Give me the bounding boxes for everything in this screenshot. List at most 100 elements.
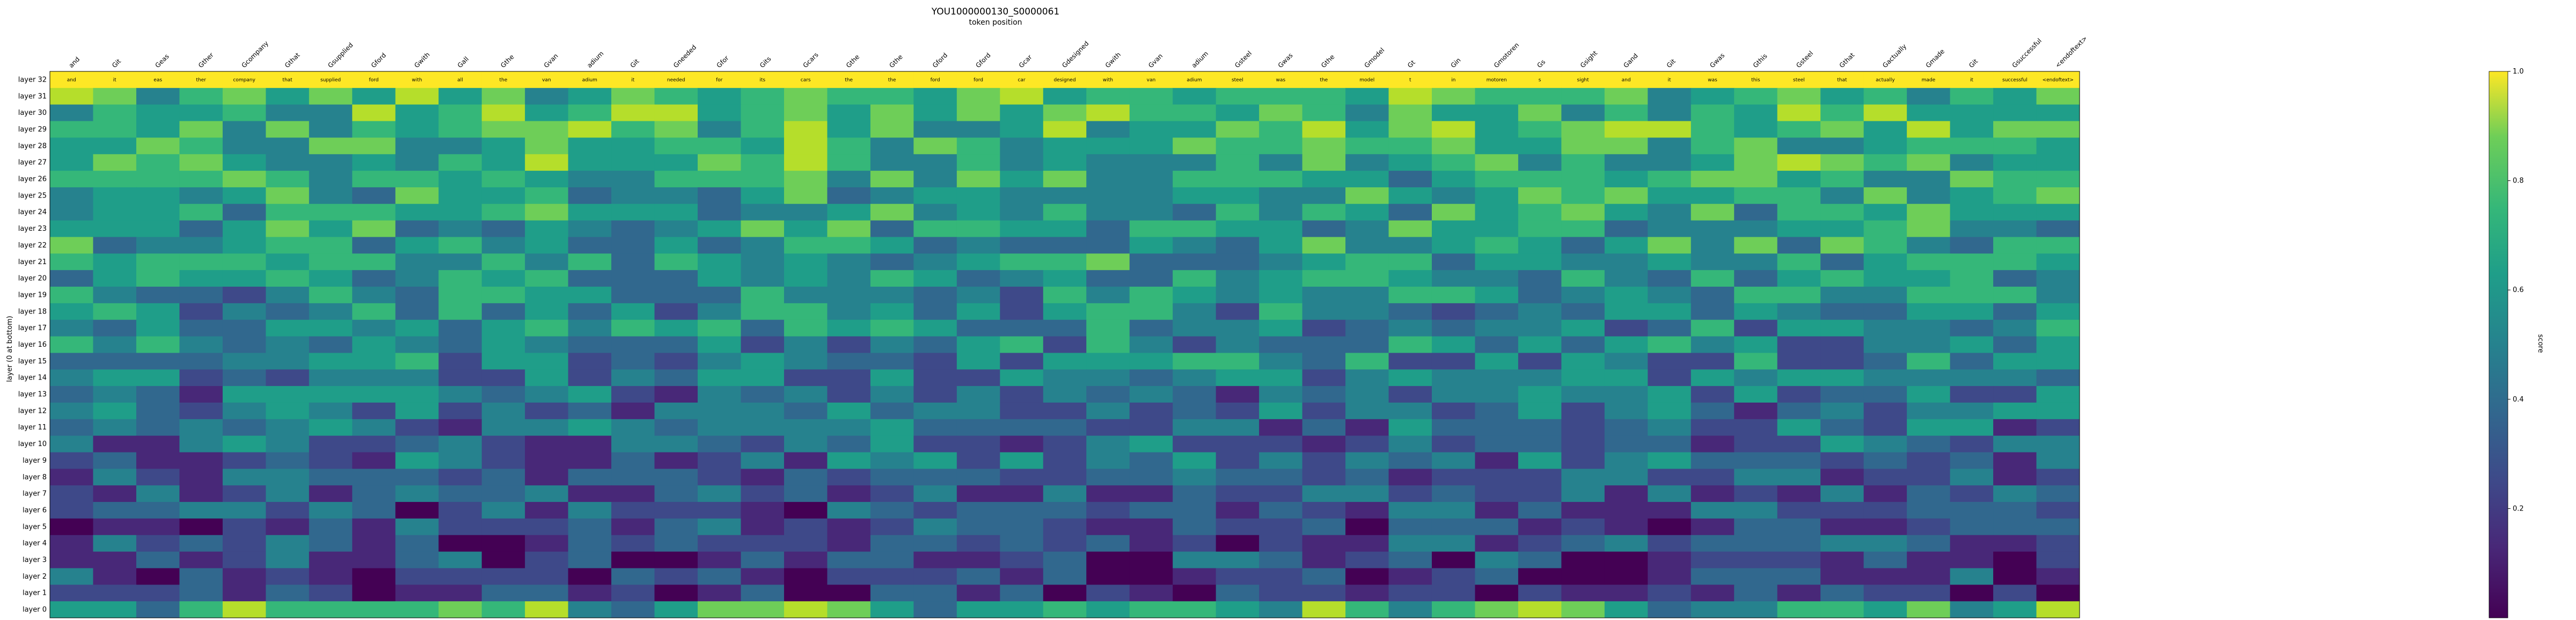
heatmap-cell xyxy=(525,287,569,304)
heatmap-cell xyxy=(266,203,310,221)
heatmap-cell xyxy=(1907,237,1951,254)
heatmap-cell xyxy=(50,452,93,469)
heatmap-cell xyxy=(1259,71,1303,89)
heatmap-cell xyxy=(1993,203,2037,221)
heatmap-cell xyxy=(741,435,785,453)
heatmap-cell xyxy=(1734,203,1778,221)
y-tick-label: layer 26 xyxy=(18,176,47,184)
heatmap-cell xyxy=(438,187,482,205)
heatmap-cell xyxy=(309,303,353,320)
heatmap-cell xyxy=(1604,104,1648,122)
heatmap-cell xyxy=(784,154,828,171)
heatmap-cell xyxy=(1648,171,1692,188)
heatmap-cell xyxy=(741,71,785,89)
heatmap-cell xyxy=(1561,402,1605,420)
heatmap-cell xyxy=(1690,601,1735,618)
heatmap-cell xyxy=(1734,435,1778,453)
heatmap-cell xyxy=(50,287,93,304)
heatmap-cell xyxy=(654,270,698,287)
heatmap-cell xyxy=(309,518,353,536)
cell-label: the xyxy=(888,77,896,83)
heatmap-cell xyxy=(481,203,525,221)
heatmap-cell xyxy=(93,386,137,403)
heatmap-cell xyxy=(352,353,396,370)
heatmap-cell xyxy=(1863,137,1907,155)
heatmap-cell xyxy=(1777,402,1821,420)
heatmap-cell xyxy=(1259,402,1303,420)
y-tick-label: layer 23 xyxy=(18,225,47,233)
chart-title: YOU1000000130_S0000061 xyxy=(931,6,1059,17)
cell-label: company xyxy=(233,77,255,83)
heatmap-cell xyxy=(1777,237,1821,254)
cell-label: steel xyxy=(1232,77,1243,83)
heatmap-cell xyxy=(1216,502,1260,519)
heatmap-cell xyxy=(1604,253,1648,271)
heatmap-cell xyxy=(1950,71,1994,89)
heatmap-cell xyxy=(827,154,871,171)
heatmap-cell xyxy=(1690,386,1735,403)
heatmap-cell xyxy=(1993,535,2037,552)
heatmap-cell xyxy=(1690,154,1735,171)
heatmap-cell xyxy=(1388,568,1432,585)
heatmap-cell xyxy=(611,336,655,353)
heatmap-cell xyxy=(1173,220,1217,237)
heatmap-cell xyxy=(1129,237,1173,254)
heatmap-cell xyxy=(1173,568,1217,585)
heatmap-cell xyxy=(1129,203,1173,221)
heatmap-cell xyxy=(1518,303,1562,320)
heatmap-cell xyxy=(1431,171,1475,188)
heatmap-cell xyxy=(1216,386,1260,403)
heatmap-cell xyxy=(1604,601,1648,618)
heatmap-cell xyxy=(352,369,396,386)
heatmap-cell xyxy=(93,353,137,370)
heatmap-cell xyxy=(1259,452,1303,469)
heatmap-cell xyxy=(179,469,223,486)
heatmap-cell xyxy=(1173,353,1217,370)
heatmap-cell xyxy=(698,402,741,420)
heatmap-cell xyxy=(698,518,741,536)
heatmap-cell xyxy=(913,154,957,171)
heatmap-cell xyxy=(352,502,396,519)
heatmap-cell xyxy=(1777,485,1821,502)
heatmap-cell xyxy=(93,237,137,254)
heatmap-cell xyxy=(1993,452,2037,469)
heatmap-cell xyxy=(481,402,525,420)
heatmap-cell xyxy=(1993,419,2037,436)
heatmap-cell xyxy=(1173,485,1217,502)
heatmap-cell xyxy=(1388,71,1432,89)
heatmap-cell xyxy=(2036,336,2080,353)
heatmap-cell xyxy=(1777,369,1821,386)
heatmap-cell xyxy=(1043,601,1087,618)
heatmap-cell xyxy=(654,237,698,254)
heatmap-cell xyxy=(870,402,914,420)
heatmap-cell xyxy=(1302,502,1346,519)
heatmap-cell xyxy=(93,87,137,105)
heatmap-cell xyxy=(1690,270,1735,287)
heatmap-cell xyxy=(525,71,569,89)
heatmap-cell xyxy=(1129,253,1173,271)
heatmap-cell xyxy=(1777,419,1821,436)
heatmap-cell xyxy=(179,121,223,138)
heatmap-cell xyxy=(1216,469,1260,486)
heatmap-cell xyxy=(1475,518,1519,536)
heatmap-cell xyxy=(50,253,93,271)
heatmap-cell xyxy=(1993,303,2037,320)
heatmap-cell xyxy=(136,568,180,585)
heatmap-cell xyxy=(1690,502,1735,519)
heatmap-cell xyxy=(1086,551,1130,568)
heatmap-cell xyxy=(741,419,785,436)
heatmap-cell xyxy=(50,237,93,254)
heatmap-cell xyxy=(741,220,785,237)
heatmap-cell xyxy=(1734,187,1778,205)
heatmap-cell xyxy=(568,137,612,155)
heatmap-cell xyxy=(1475,71,1519,89)
heatmap-cell xyxy=(741,137,785,155)
heatmap-cell xyxy=(1043,237,1087,254)
heatmap-cell xyxy=(1734,270,1778,287)
heatmap-cell xyxy=(1863,369,1907,386)
heatmap-cell xyxy=(827,220,871,237)
heatmap-cell xyxy=(741,319,785,337)
heatmap-cell xyxy=(1820,71,1864,89)
heatmap-cell xyxy=(1648,435,1692,453)
heatmap-cell xyxy=(222,353,266,370)
